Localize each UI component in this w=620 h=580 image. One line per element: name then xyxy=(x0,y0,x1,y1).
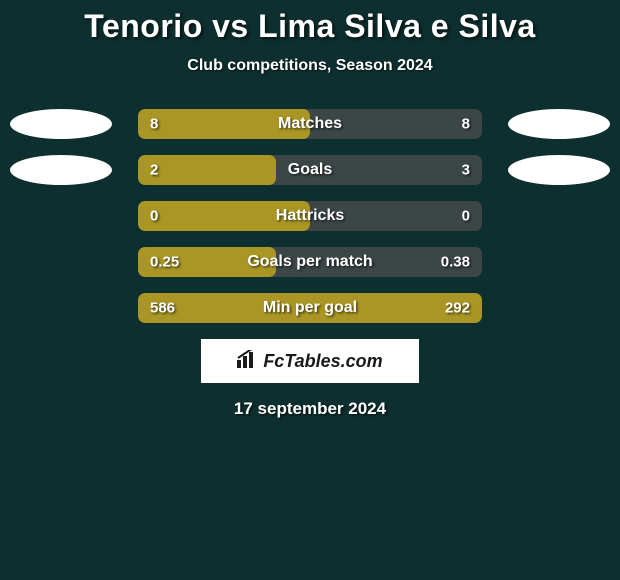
value-left: 0.25 xyxy=(150,254,179,271)
stat-rows: 8 8 Matches 2 3 Goals 0 0 Hattricks 0.25 0.38 Goals… xyxy=(0,109,620,323)
stat-row: 2 3 Goals xyxy=(0,155,620,185)
branding-inner: FcTables.com xyxy=(237,350,382,373)
bar-track: 0.25 0.38 Goals per match xyxy=(138,247,482,277)
player-ellipse xyxy=(10,155,112,185)
value-right: 292 xyxy=(445,300,470,317)
chart-icon xyxy=(237,350,259,373)
player-ellipse xyxy=(10,109,112,139)
player-ellipse xyxy=(508,109,610,139)
branding-text: FcTables.com xyxy=(263,351,382,372)
player-ellipse xyxy=(508,155,610,185)
subtitle: Club competitions, Season 2024 xyxy=(0,57,620,75)
stat-row: 0 0 Hattricks xyxy=(0,201,620,231)
comparison-infographic: Tenorio vs Lima Silva e Silva Club compe… xyxy=(0,0,620,419)
value-left: 586 xyxy=(150,300,175,317)
value-right: 0 xyxy=(462,208,470,225)
stat-label: Min per goal xyxy=(263,299,357,317)
value-right: 8 xyxy=(462,116,470,133)
stat-label: Matches xyxy=(278,115,342,133)
bar-fill xyxy=(138,155,276,185)
date-line: 17 september 2024 xyxy=(0,399,620,419)
page-title: Tenorio vs Lima Silva e Silva xyxy=(0,8,620,45)
value-right: 0.38 xyxy=(441,254,470,271)
stat-row: 0.25 0.38 Goals per match xyxy=(0,247,620,277)
branding-box: FcTables.com xyxy=(201,339,419,383)
stat-label: Goals per match xyxy=(247,253,372,271)
value-left: 0 xyxy=(150,208,158,225)
value-left: 8 xyxy=(150,116,158,133)
bar-track: 586 292 Min per goal xyxy=(138,293,482,323)
bar-track: 8 8 Matches xyxy=(138,109,482,139)
stat-row: 586 292 Min per goal xyxy=(0,293,620,323)
stat-row: 8 8 Matches xyxy=(0,109,620,139)
stat-label: Hattricks xyxy=(276,207,344,225)
stat-label: Goals xyxy=(288,161,332,179)
value-right: 3 xyxy=(462,162,470,179)
bar-track: 2 3 Goals xyxy=(138,155,482,185)
value-left: 2 xyxy=(150,162,158,179)
bar-track: 0 0 Hattricks xyxy=(138,201,482,231)
